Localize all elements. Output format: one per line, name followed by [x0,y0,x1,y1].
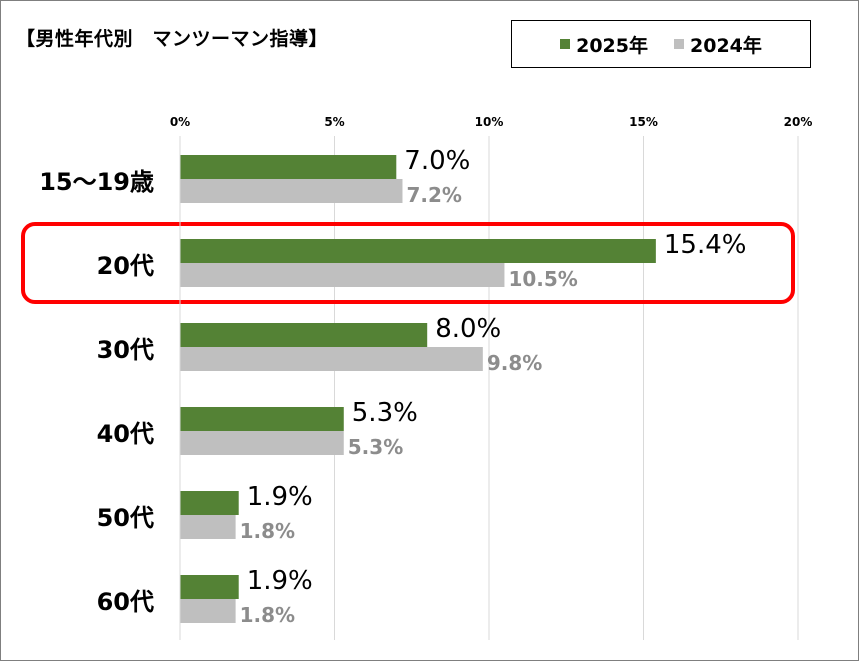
chart-legend: 2025年 2024年 [511,20,811,68]
legend-label-2025: 2025年 [576,34,648,57]
bar-2025 [180,239,656,263]
data-label-2024: 7.2% [406,183,461,207]
bar-2025 [180,575,239,599]
bar-2025 [180,407,344,431]
bar-2024 [180,179,403,203]
bar-2025 [180,491,239,515]
data-label-2025: 7.0% [404,146,470,176]
bar-2024 [180,431,344,455]
data-label-2025: 8.0% [435,314,501,344]
data-label-2024: 10.5% [508,267,577,291]
x-tick-label: 0% [170,115,190,129]
category-label: 60代 [97,588,154,616]
data-label-2025: 15.4% [664,230,747,260]
category-label: 40代 [97,420,154,448]
highlight-box [21,222,795,304]
data-label-2024: 5.3% [348,435,403,459]
data-label-2025: 1.9% [247,482,313,512]
legend-swatch-2024 [674,39,684,49]
bar-2025 [180,323,428,347]
category-label: 50代 [97,504,154,532]
bar-2024 [180,347,483,371]
legend-item-2025: 2025年 [560,31,648,58]
legend-item-2024: 2024年 [674,31,762,58]
x-tick-label: 15% [629,115,658,129]
chart-title: 【男性年代別 マンツーマン指導】 [16,28,329,50]
data-label-2024: 1.8% [240,603,295,627]
x-tick-label: 10% [475,115,504,129]
x-tick-label: 5% [324,115,344,129]
legend-swatch-2025 [560,39,571,49]
bar-2024 [180,515,236,539]
bar-2024 [180,263,505,287]
data-label-2025: 1.9% [247,566,313,596]
x-tick-label: 20% [784,115,813,129]
bar-2025 [180,155,397,179]
data-label-2024: 9.8% [487,351,542,375]
category-label: 20代 [97,252,154,280]
category-label: 15～19歳 [39,168,154,196]
category-label: 30代 [97,336,154,364]
data-label-2024: 1.8% [240,519,295,543]
legend-label-2024: 2024年 [690,34,762,57]
data-label-2025: 5.3% [352,398,418,428]
bar-2024 [180,599,236,623]
